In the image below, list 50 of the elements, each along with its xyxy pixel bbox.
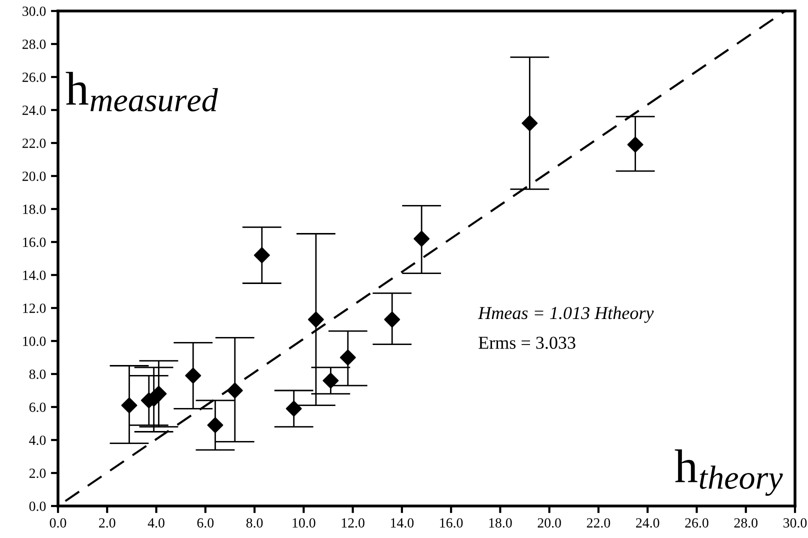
point — [627, 136, 644, 153]
x-tick-label: 22.0 — [586, 518, 610, 528]
y-tick-label: 12.0 — [23, 304, 46, 314]
point — [121, 397, 138, 414]
x-tick-label: 8.0 — [246, 518, 263, 528]
y-tick-label: 22.0 — [22, 138, 46, 148]
point — [414, 230, 430, 247]
x-tick-label: 20.0 — [538, 518, 561, 528]
y-tick-label: 2.0 — [29, 468, 46, 478]
x-tick-label: 2.0 — [99, 518, 116, 528]
y-tick-label: 26.0 — [22, 72, 46, 82]
y-tick-label: 28.0 — [22, 40, 46, 50]
point — [340, 350, 356, 366]
y-tick-label: 10.0 — [23, 336, 46, 346]
y-tick-label: 0.0 — [29, 502, 46, 512]
x-tick-label: 26.0 — [685, 518, 708, 528]
y-tick-label: 20.0 — [22, 172, 46, 182]
x-tick-label: 12.0 — [342, 518, 364, 528]
x-axis-title: h$_{theory}$ — [674, 449, 783, 496]
y-tick-label: 30.0 — [22, 6, 46, 16]
y-tick-label: 24.0 — [22, 106, 46, 116]
x-tick-label: 4.0 — [148, 518, 164, 528]
point — [286, 400, 302, 417]
y-tick-label: 6.0 — [29, 402, 46, 412]
point — [185, 368, 202, 384]
point — [522, 115, 538, 132]
x-tick-label: 28.0 — [734, 518, 758, 528]
annotation: Hmeas = 1.013 Htheory — [478, 306, 654, 323]
x-tick-label: 10.0 — [292, 518, 316, 528]
x-tick-label: 18.0 — [489, 518, 512, 528]
point — [226, 382, 243, 398]
point — [384, 312, 400, 328]
point — [254, 247, 270, 264]
point — [308, 312, 324, 328]
y-tick-label: 18.0 — [23, 204, 46, 214]
x-tick-label: 16.0 — [440, 518, 463, 528]
y-tick-label: 16.0 — [23, 238, 46, 248]
x-tick-label: 24.0 — [636, 518, 660, 528]
y-tick-label: 14.0 — [23, 270, 46, 280]
y-tick-label: 8.0 — [29, 370, 46, 380]
point — [322, 372, 339, 389]
point — [150, 386, 167, 402]
point — [207, 417, 224, 434]
x-tick-label: 14.0 — [391, 518, 414, 528]
annotation: Erms = 3.033 — [478, 336, 576, 349]
x-tick-label: 0.0 — [50, 518, 66, 528]
y-axis-title: h$_{measured}$ — [66, 72, 218, 112]
x-tick-label: 30.0 — [784, 518, 807, 528]
y-tick-label: 4.0 — [29, 436, 46, 446]
x-tick-label: 6.0 — [197, 518, 214, 528]
